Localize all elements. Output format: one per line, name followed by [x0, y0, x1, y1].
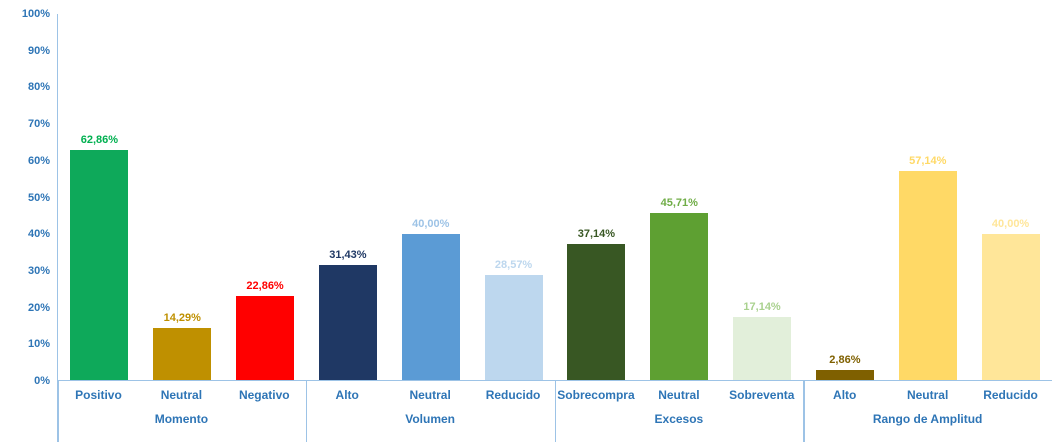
y-axis-tick-label: 30%	[27, 264, 50, 277]
bar-value-label: 2,86%	[829, 353, 861, 366]
x-axis-group-momento: Positivo Neutral Negativo Momento	[57, 381, 306, 444]
bar-momento-positivo: 62,86%	[70, 134, 129, 380]
bar-value-label: 40,00%	[412, 217, 450, 230]
bar-value-label: 17,14%	[743, 301, 781, 314]
x-category-label-negativo: Negativo	[238, 388, 290, 402]
bar-value-label: 62,86%	[80, 133, 119, 146]
bar-group-excesos: 37,14% 45,71% 17,14%	[555, 14, 804, 380]
bar-rango-de-amplitud-alto: 2,86%	[815, 354, 874, 380]
x-group-label-momento: Momento	[154, 412, 209, 426]
bar-slot: 45,71%	[638, 14, 721, 380]
x-category-row: Alto Neutral Reducido	[803, 381, 1052, 402]
y-axis-tick-label: 50%	[27, 191, 50, 204]
bar-group-volumen: 31,43% 40,00% 28,57%	[307, 14, 556, 380]
bar-value-label: 57,14%	[909, 154, 947, 167]
x-axis-group-rango-de-amplitud: Alto Neutral Reducido Rango de Amplitud	[803, 381, 1052, 444]
bar-momento-neutral: 14,29%	[153, 312, 212, 380]
bar-rango-de-amplitud-reducido: 40,00%	[981, 218, 1040, 380]
bar-slot: 2,86%	[804, 14, 887, 380]
y-axis-tick-label: 90%	[27, 44, 50, 57]
x-axis-group-volumen: Alto Neutral Reducido Volumen	[306, 381, 555, 444]
bar-volumen-reducido: 28,57%	[484, 259, 543, 380]
x-category-label-sobrecompra: Sobrecompra	[557, 388, 635, 402]
bar-slot: 31,43%	[307, 14, 390, 380]
x-category-label-neutral: Neutral	[160, 388, 203, 402]
group-separator-line	[803, 381, 805, 442]
bar-slot: 14,29%	[141, 14, 224, 380]
group-separator-line	[57, 381, 59, 442]
y-axis-tick-label: 60%	[27, 154, 50, 167]
x-group-label-excesos: Excesos	[654, 412, 704, 426]
bar-slot: 40,00%	[389, 14, 472, 380]
bar-slot: 62,86%	[58, 14, 141, 380]
y-axis-tick-label: 0%	[34, 375, 50, 387]
bar-slot: 22,86%	[224, 14, 307, 380]
bar-excesos-sobrecompra: 37,14%	[567, 228, 626, 380]
x-axis: Positivo Neutral Negativo Momento Alto Neutra…	[57, 381, 1052, 444]
bar-value-label: 40,00%	[991, 217, 1030, 230]
x-category-row: Alto Neutral Reducido	[306, 381, 555, 402]
x-axis-group-excesos: Sobrecompra Neutral Sobreventa Excesos	[555, 381, 804, 444]
x-category-label-reducido: Reducido	[983, 388, 1038, 402]
x-category-label-neutral: Neutral	[409, 388, 451, 402]
bar-excesos-sobreventa: 17,14%	[733, 301, 792, 380]
bar-group-rango-de-amplitud: 2,86% 57,14% 40,00%	[804, 14, 1053, 380]
bar-rango-de-amplitud-neutral: 57,14%	[898, 155, 957, 380]
x-group-label-volumen: Volumen	[405, 412, 456, 426]
bar-value-label: 28,57%	[494, 259, 533, 272]
y-axis-tick-label: 80%	[27, 81, 50, 94]
x-category-label-neutral: Neutral	[906, 388, 949, 402]
bar-volumen-alto: 31,43%	[318, 249, 377, 380]
bar-slot: 40,00%	[969, 14, 1052, 380]
bar-value-label: 31,43%	[329, 248, 367, 261]
x-category-label-sobreventa: Sobreventa	[729, 388, 795, 402]
x-category-label-positivo: Positivo	[75, 388, 122, 402]
bar-value-label: 22,86%	[246, 280, 284, 293]
group-separator-line	[305, 381, 308, 442]
bar-volumen-neutral: 40,00%	[401, 218, 460, 380]
bar-momento-negativo: 22,86%	[236, 280, 295, 380]
bar-value-label: 14,29%	[163, 311, 201, 324]
y-axis-tick-label: 40%	[27, 228, 50, 241]
bar-value-label: 45,71%	[660, 196, 698, 209]
x-category-label-neutral: Neutral	[658, 388, 700, 402]
plot-area: 62,86% 14,29% 22,86% 31,43% 40,00% 28,57% 37,1…	[57, 14, 1052, 381]
x-group-label-rango-de-amplitud: Rango de Amplitud	[872, 412, 983, 426]
y-axis-tick-label: 100%	[21, 8, 50, 20]
y-axis-tick-label: 70%	[27, 118, 50, 131]
bar-excesos-neutral: 45,71%	[650, 197, 709, 380]
bar-value-label: 37,14%	[577, 228, 616, 241]
bar-slot: 57,14%	[886, 14, 969, 380]
y-axis-tick-label: 10%	[27, 338, 50, 351]
x-category-row: Sobrecompra Neutral Sobreventa	[555, 381, 804, 402]
y-axis-tick-label: 20%	[27, 301, 50, 314]
x-category-label-alto: Alto	[833, 388, 857, 402]
bar-slot: 17,14%	[721, 14, 804, 380]
bar-slot: 37,14%	[555, 14, 638, 380]
x-category-label-alto: Alto	[335, 388, 359, 402]
group-separator-line	[554, 381, 556, 442]
bar-group-momento: 62,86% 14,29% 22,86%	[58, 14, 307, 380]
x-category-row: Positivo Neutral Negativo	[57, 381, 306, 402]
bar-slot: 28,57%	[472, 14, 555, 380]
x-category-label-reducido: Reducido	[485, 388, 541, 402]
